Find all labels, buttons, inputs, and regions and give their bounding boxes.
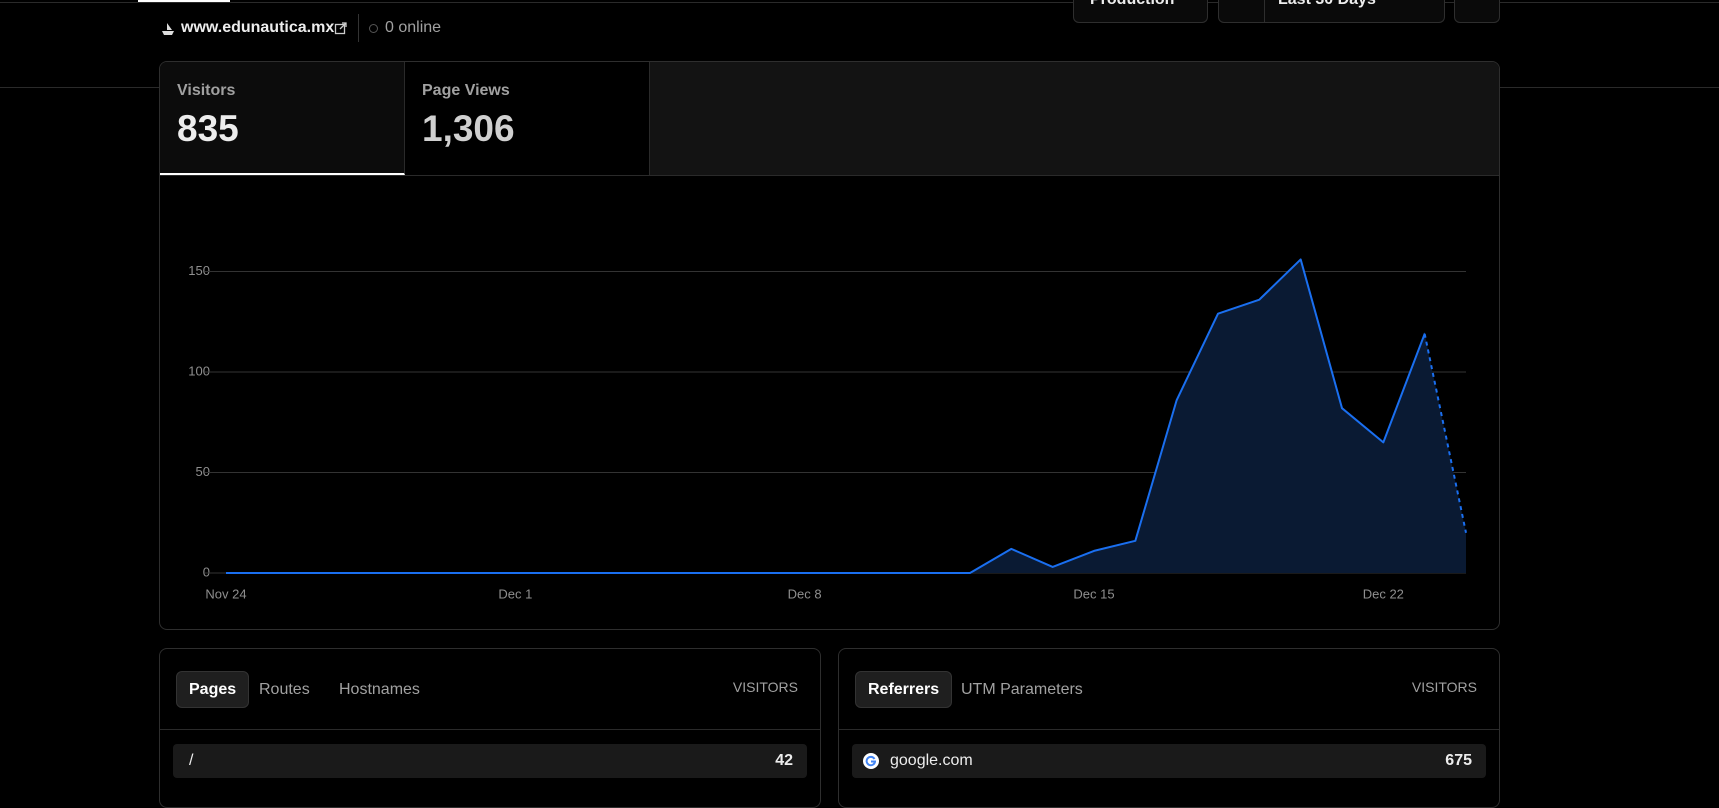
panel-tab[interactable]: Pages (176, 671, 250, 708)
chart: 0 50 100 150 Nov 24 Dec 1 Dec 8 Dec 15 Dec 22 (188, 258, 1467, 601)
divider (358, 14, 359, 42)
y-tick-label: 100 (188, 363, 210, 378)
google-icon (863, 753, 879, 769)
table-row[interactable]: / 42 (173, 744, 807, 778)
column-header: VISITORS (732, 679, 798, 695)
site-icon (162, 23, 174, 35)
y-tick-label: 0 (203, 564, 210, 579)
divider (160, 729, 820, 730)
metric-tabs: Visitors 835 Page Views 1,306 (160, 62, 1499, 176)
date-range-select[interactable]: Last 30 Days (1218, 0, 1445, 23)
environment-select[interactable]: Production (1073, 0, 1208, 23)
referrers-panel: Referrers UTM Parameters VISITORS google… (838, 648, 1500, 808)
x-tick-label: Dec 8 (788, 586, 822, 601)
row-value: 42 (775, 752, 793, 769)
y-tick-label: 150 (188, 263, 210, 278)
divider (0, 2, 1719, 3)
panel-tab[interactable]: UTM Parameters (961, 681, 1083, 698)
metric-label: Visitors (177, 82, 236, 99)
incomplete-segment (1423, 333, 1467, 534)
environment-label: Production (1090, 0, 1174, 9)
more-button[interactable] (1454, 0, 1500, 23)
row-value: 675 (1445, 752, 1472, 769)
line (226, 258, 1425, 574)
divider (839, 729, 1499, 730)
divider (1264, 0, 1265, 22)
metric-tab[interactable]: Visitors 835 (160, 62, 405, 175)
row-label: google.com (890, 752, 973, 769)
panel-tab[interactable]: Referrers (855, 671, 953, 708)
pages-panel: Pages Routes Hostnames VISITORS / 42 (159, 648, 821, 808)
area (226, 259, 1466, 573)
row-label: / (189, 752, 194, 769)
external-link-icon (334, 22, 347, 35)
metric-value: 1,306 (422, 108, 515, 149)
x-tick-label: Nov 24 (205, 586, 246, 601)
metric-label: Page Views (422, 82, 510, 99)
panel-tab[interactable]: Hostnames (339, 681, 420, 698)
date-range-label: Last 30 Days (1278, 0, 1376, 9)
metric-value: 835 (177, 108, 239, 149)
column-header: VISITORS (1411, 679, 1477, 695)
table-row[interactable]: google.com 675 (852, 744, 1486, 778)
x-tick-label: Dec 1 (498, 586, 532, 601)
active-nav-indicator (138, 0, 230, 2)
online-dot (369, 24, 378, 33)
metric-tab[interactable]: Page Views 1,306 (405, 62, 650, 175)
x-tick-label: Dec 15 (1073, 586, 1114, 601)
y-tick-label: 50 (196, 464, 210, 479)
online-count: 0 online (385, 19, 442, 36)
site-link[interactable]: www.edunautica.mx (181, 19, 335, 36)
x-tick-label: Dec 22 (1363, 586, 1404, 601)
panel-tab[interactable]: Routes (259, 681, 310, 698)
